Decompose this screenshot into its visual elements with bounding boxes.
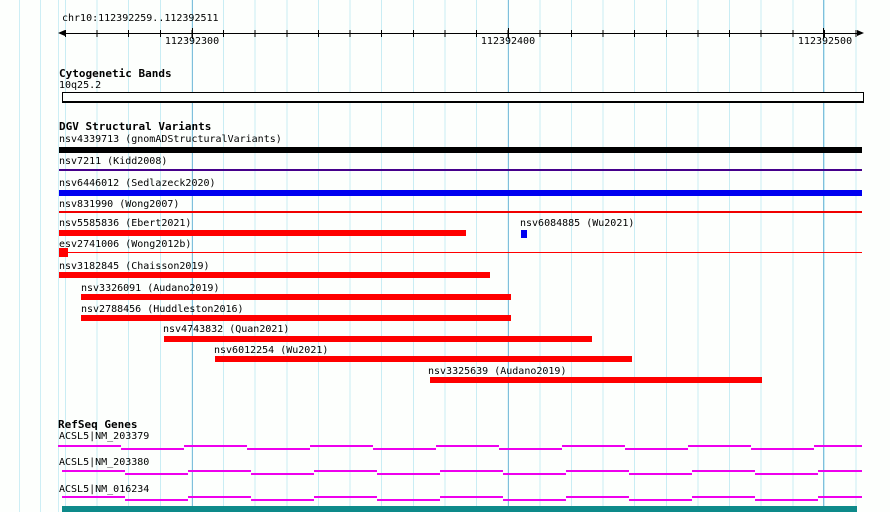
variant-label[interactable]: nsv6446012 (Sedlazeck2020) xyxy=(59,178,216,189)
cytobands-section-header: Cytogenetic Bands xyxy=(59,67,172,80)
variant-bar[interactable] xyxy=(164,336,592,342)
variant-bar[interactable] xyxy=(59,211,862,213)
gene-label[interactable]: ACSL5|NM_016234 xyxy=(59,484,150,495)
variant-label[interactable]: nsv5585836 (Ebert2021) xyxy=(59,218,192,229)
grid-line xyxy=(19,0,20,512)
variant-label[interactable]: nsv4339713 (gnomADStructuralVariants) xyxy=(59,134,282,145)
gene-line[interactable] xyxy=(62,496,862,501)
ruler-major-tick xyxy=(823,28,824,39)
ruler-tick-label: 112392300 xyxy=(164,36,220,47)
variant-label[interactable]: nsv3326091 (Audano2019) xyxy=(81,283,220,294)
ruler-minor-ticks xyxy=(62,30,860,37)
variant-bar[interactable] xyxy=(521,230,527,238)
variant-label[interactable]: nsv4743832 (Quan2021) xyxy=(163,324,290,335)
gene-line[interactable] xyxy=(62,470,862,475)
ruler-left-arrow-icon xyxy=(58,30,65,36)
gene-line[interactable] xyxy=(58,445,862,450)
variant-bar[interactable] xyxy=(59,147,862,153)
grid-line-major xyxy=(823,0,824,512)
variant-label[interactable]: nsv831990 (Wong2007) xyxy=(59,199,180,210)
gene-label[interactable]: ACSL5|NM_203379 xyxy=(59,431,150,442)
variant-bar[interactable] xyxy=(59,272,490,278)
grid-lines-light xyxy=(62,0,863,512)
variant-bar[interactable] xyxy=(59,169,862,171)
cytoband-label[interactable]: 10q25.2 xyxy=(59,80,102,91)
dgv-section-header: DGV Structural Variants xyxy=(59,120,212,133)
variant-label[interactable]: nsv6084885 (Wu2021) xyxy=(520,218,635,229)
variant-bar[interactable] xyxy=(215,356,632,362)
grid-line-major xyxy=(508,0,509,512)
cytoband-box[interactable] xyxy=(62,92,864,103)
region-title: chr10:112392259..112392511 xyxy=(62,13,219,24)
variant-label[interactable]: nsv3325639 (Audano2019) xyxy=(428,366,567,377)
grid-line xyxy=(58,0,59,512)
grid-line-major xyxy=(192,0,193,512)
variant-label[interactable]: nsv6012254 (Wu2021) xyxy=(214,345,329,356)
variant-label[interactable]: nsv3182845 (Chaisson2019) xyxy=(59,261,210,272)
grid-line xyxy=(40,0,41,512)
variant-bar[interactable] xyxy=(59,230,466,236)
bottom-divider-bar xyxy=(62,506,857,512)
ruler-tick-label: 112392500 xyxy=(797,36,853,47)
gene-label[interactable]: ACSL5|NM_203380 xyxy=(59,457,150,468)
variant-bar[interactable] xyxy=(81,315,511,321)
variant-label[interactable]: nsv7211 (Kidd2008) xyxy=(59,156,168,167)
ruler-major-tick xyxy=(508,28,509,39)
refseq-section-header: RefSeq Genes xyxy=(58,418,138,431)
ruler-tick-label: 112392400 xyxy=(480,36,536,47)
variant-bar[interactable] xyxy=(430,377,762,383)
variant-label[interactable]: esv2741006 (Wong2012b) xyxy=(59,239,192,250)
ruler-right-arrow-icon xyxy=(857,30,864,36)
variant-line[interactable] xyxy=(59,252,862,253)
variant-label[interactable]: nsv2788456 (Huddleston2016) xyxy=(81,304,244,315)
ruler-major-tick xyxy=(192,28,193,39)
variant-bar[interactable] xyxy=(59,190,862,196)
variant-bar[interactable] xyxy=(59,248,68,257)
variant-bar[interactable] xyxy=(81,294,511,300)
